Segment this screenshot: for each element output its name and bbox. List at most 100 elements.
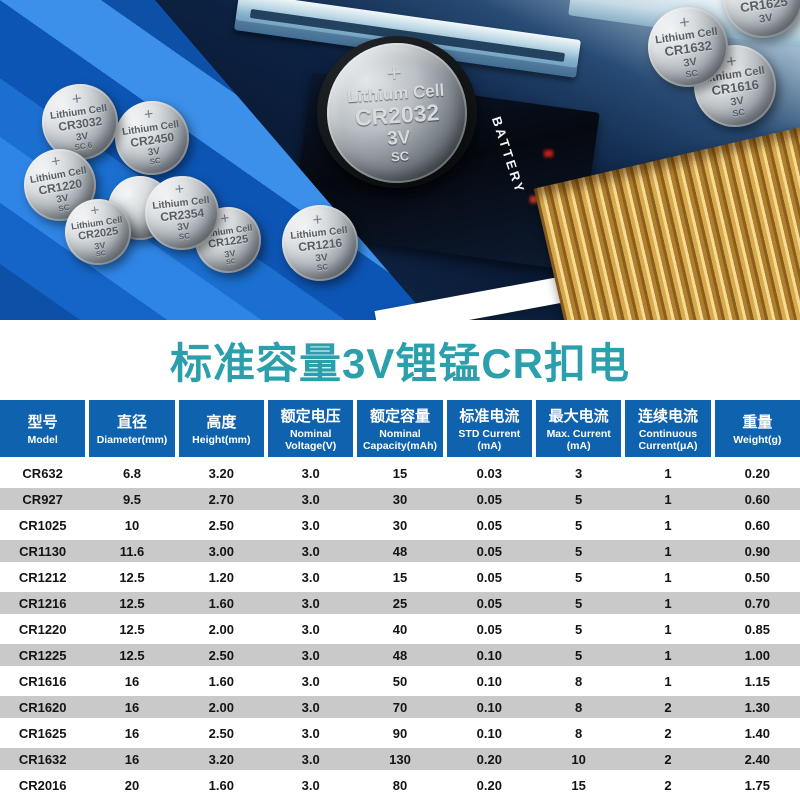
column-header-en: Diameter(mm) xyxy=(96,433,168,446)
table-cell: 2.50 xyxy=(208,647,234,663)
table-cell: 0.20 xyxy=(476,777,502,793)
table-cell: 0.03 xyxy=(476,465,502,481)
table-cell: 3.0 xyxy=(301,725,320,741)
table-cell: 2 xyxy=(664,777,672,793)
table-cell: 16 xyxy=(124,751,140,767)
table-cell: 2 xyxy=(664,751,672,767)
battery-text-code: SC xyxy=(731,107,746,119)
model-cell: CR1632 xyxy=(18,751,67,767)
table-cell: 11.6 xyxy=(119,543,145,559)
table-cell: 25 xyxy=(392,595,408,611)
column-header-en: Weight(g) xyxy=(733,433,782,446)
table-cell: 0.05 xyxy=(476,595,502,611)
table-cell: 0.20 xyxy=(744,465,770,481)
table-cell: 0.10 xyxy=(476,725,502,741)
battery-text-plus: + xyxy=(677,11,692,33)
model-cell: CR1212 xyxy=(18,569,67,585)
table-cell: 1 xyxy=(664,543,672,559)
battery-text-plus: + xyxy=(385,56,403,88)
table-cell: 5 xyxy=(575,595,583,611)
table-header-row: 型号 Model 直径 Diameter(mm) 高度 Height(mm) 额定电压 Nom… xyxy=(0,400,800,457)
battery-text-plus: + xyxy=(70,88,84,110)
table-row: CR1225 12.5 2.50 3.0 48 0.10 5 1 1.00 xyxy=(0,642,800,668)
table-cell: 48 xyxy=(392,543,408,559)
battery-text-plus: + xyxy=(311,209,324,230)
table-cell: 1.40 xyxy=(744,725,770,741)
table-cell: 5 xyxy=(575,517,583,533)
table-cell: 3.0 xyxy=(301,751,320,767)
model-cell: CR1616 xyxy=(18,673,67,689)
battery-text-code: SC xyxy=(57,203,71,214)
battery-cr2450: + Lithium Cell CR2450 3V SC xyxy=(110,96,194,180)
table-cell: 1 xyxy=(664,517,672,533)
battery-text-model: CR2032 xyxy=(354,98,441,131)
column-header-en: Continuous Current(μA) xyxy=(638,427,698,452)
table-cell: 48 xyxy=(392,647,408,663)
table-cell: 12.5 xyxy=(119,569,145,585)
column-header-zh: 型号 xyxy=(27,413,58,431)
table-row: CR927 9.5 2.70 3.0 30 0.05 5 1 0.60 xyxy=(0,486,800,512)
column-header-zh: 高度 xyxy=(206,413,237,431)
table-cell: 1 xyxy=(664,491,672,507)
table-cell: 1 xyxy=(664,569,672,585)
table-cell: 10 xyxy=(124,517,140,533)
table-cell: 10 xyxy=(571,751,586,767)
column-header-zh: 连续电流 xyxy=(637,407,698,425)
table-cell: 50 xyxy=(392,673,408,689)
column-header-en: Model xyxy=(27,433,58,446)
battery-text-plus: + xyxy=(219,210,231,229)
model-cell: CR1620 xyxy=(18,699,67,715)
page-title: 标准容量3V锂锰CR扣电 xyxy=(169,339,631,387)
table-cell: 0.85 xyxy=(744,621,770,637)
table-cell: 3.0 xyxy=(301,569,320,585)
table-cell: 3.0 xyxy=(301,699,320,715)
battery-text-volt: 3V xyxy=(386,127,412,151)
battery-text-plus: + xyxy=(89,202,101,221)
battery-text-code: SC xyxy=(684,68,699,80)
table-cell: 1.60 xyxy=(208,777,234,793)
battery-text-volt: 3V xyxy=(758,11,774,26)
table-cell: 30 xyxy=(392,491,408,507)
battery-text-plus: + xyxy=(142,105,155,124)
model-cell: CR1225 xyxy=(18,647,67,663)
column-header-en: STD Current (mA) xyxy=(458,427,521,452)
table-cell: 8 xyxy=(575,699,583,715)
table-cell: 12.5 xyxy=(119,621,145,637)
model-cell: CR1130 xyxy=(19,543,67,559)
table-row: CR1212 12.5 1.20 3.0 15 0.05 5 1 0.50 xyxy=(0,564,800,590)
table-cell: 16 xyxy=(124,699,140,715)
table-cell: 1.30 xyxy=(744,699,770,715)
battery-text-code: SC 6 xyxy=(73,140,93,152)
table-cell: 2.70 xyxy=(208,491,234,507)
table-cell: 0.60 xyxy=(744,517,770,533)
table-cell: 1 xyxy=(664,621,672,637)
battery-text-code: SC xyxy=(225,257,237,267)
model-cell: CR1625 xyxy=(18,725,67,741)
table-cell: 5 xyxy=(575,491,583,507)
column-header-zh: 额定容量 xyxy=(369,407,430,425)
table-cell: 3.0 xyxy=(301,647,320,663)
table-cell: 1 xyxy=(664,647,672,663)
table-row: CR1616 16 1.60 3.0 50 0.10 8 1 1.15 xyxy=(0,668,800,694)
table-cell: 15 xyxy=(392,465,408,481)
table-cell: 1.75 xyxy=(744,777,770,793)
column-header-en: Nominal Voltage(V) xyxy=(285,427,337,452)
column-header-en: Height(mm) xyxy=(192,433,251,446)
table-row: CR2016 20 1.60 3.0 80 0.20 15 2 1.75 xyxy=(0,772,800,798)
table-cell: 8 xyxy=(575,725,583,741)
table-cell: 15 xyxy=(571,777,586,793)
column-header-en: Nominal Capacity(mAh) xyxy=(362,427,438,452)
table-cell: 1 xyxy=(664,673,672,689)
table-cell: 0.70 xyxy=(744,595,770,611)
table-cell: 3.0 xyxy=(301,621,320,637)
column-header: 高度 Height(mm) xyxy=(178,400,264,457)
table-cell: 0.10 xyxy=(476,647,502,663)
table-row: CR1216 12.5 1.60 3.0 25 0.05 5 1 0.70 xyxy=(0,590,800,616)
table-cell: 16 xyxy=(124,673,140,689)
column-header: 连续电流 Continuous Current(μA) xyxy=(625,400,711,457)
model-cell: CR2016 xyxy=(18,777,67,793)
table-cell: 0.20 xyxy=(476,751,502,767)
table-cell: 3.20 xyxy=(208,751,234,767)
model-cell: CR632 xyxy=(22,465,63,481)
table-cell: 0.10 xyxy=(476,673,502,689)
